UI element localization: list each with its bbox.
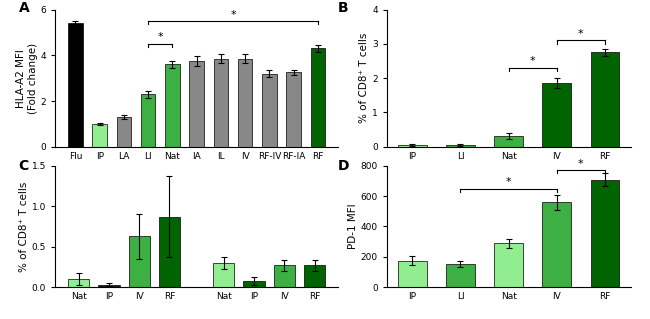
Bar — [590, 52, 619, 147]
Text: *: * — [578, 29, 584, 39]
Y-axis label: HLA-A2 MFI
(Fold change): HLA-A2 MFI (Fold change) — [16, 43, 38, 114]
Bar — [189, 61, 204, 147]
Bar — [165, 64, 179, 147]
Text: *: * — [578, 159, 584, 169]
Bar — [304, 265, 325, 287]
Bar — [159, 217, 180, 287]
Text: *: * — [530, 56, 536, 66]
Bar — [494, 243, 523, 287]
Bar — [92, 124, 107, 147]
Bar — [494, 136, 523, 147]
Bar — [238, 59, 252, 147]
Text: *: * — [157, 33, 163, 42]
Text: C: C — [18, 159, 29, 173]
Bar — [446, 145, 475, 147]
Text: A: A — [18, 1, 29, 15]
Bar — [141, 94, 155, 147]
Bar — [274, 265, 295, 287]
Bar — [68, 279, 89, 287]
Bar — [398, 261, 427, 287]
Bar — [68, 23, 83, 147]
Text: D: D — [338, 159, 350, 173]
Y-axis label: % of CD8⁺ T cells: % of CD8⁺ T cells — [359, 33, 369, 123]
Bar — [244, 281, 265, 287]
Bar — [116, 117, 131, 147]
Text: *: * — [230, 10, 236, 20]
Bar — [213, 263, 235, 287]
Bar — [98, 285, 120, 287]
Bar — [262, 74, 277, 147]
Bar — [542, 202, 571, 287]
Y-axis label: % of CD8⁺ T cells: % of CD8⁺ T cells — [19, 181, 29, 272]
Bar — [311, 48, 325, 147]
Bar — [129, 236, 150, 287]
Text: *: * — [506, 177, 512, 187]
Bar — [398, 145, 427, 147]
Bar — [287, 72, 301, 147]
Bar — [214, 59, 228, 147]
Bar — [542, 83, 571, 147]
Bar — [446, 264, 475, 287]
Bar — [590, 180, 619, 287]
Text: B: B — [338, 1, 348, 15]
Y-axis label: PD-1 MFI: PD-1 MFI — [348, 204, 358, 249]
